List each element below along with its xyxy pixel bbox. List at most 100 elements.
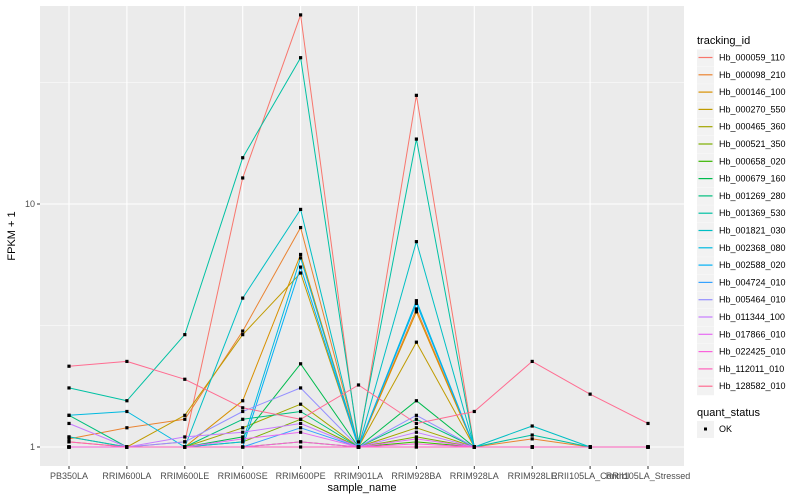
legend-label: Hb_000270_550 (719, 104, 786, 114)
shape-legend-item: OK (697, 421, 732, 438)
data-point (67, 421, 71, 426)
data-point (241, 440, 245, 444)
data-point (67, 364, 71, 368)
data-point (125, 445, 129, 449)
data-point (299, 207, 303, 212)
legend-item: Hb_001821_030 (697, 222, 786, 240)
data-points (67, 13, 650, 449)
legend-item: Hb_001369_530 (697, 205, 786, 223)
legend-label: Hb_001821_030 (719, 226, 786, 236)
legend-label: Hb_001369_530 (719, 208, 786, 218)
data-point (588, 392, 592, 396)
x-tick-label: RRII105LA_Stressed (606, 471, 691, 481)
data-point (241, 176, 245, 180)
legend-label: Hb_011344_100 (719, 312, 785, 322)
x-tick-label: RRIM928BA (391, 471, 441, 481)
data-point (472, 445, 476, 449)
legend-item: Hb_000146_100 (697, 84, 786, 102)
legend-label: Hb_128582_010 (719, 381, 786, 391)
data-point (356, 440, 361, 444)
legend-item: Hb_000059_110 (697, 49, 785, 67)
data-point (646, 421, 650, 426)
legend-item: Hb_000658_020 (697, 153, 786, 171)
y-axis-title: FPKM + 1 (6, 211, 18, 260)
data-point (125, 409, 129, 414)
data-point (299, 402, 303, 406)
data-point (183, 435, 187, 439)
data-point (299, 426, 303, 430)
legend-item: Hb_022425_010 (697, 343, 786, 361)
data-point (299, 265, 303, 269)
legend-item: Hb_128582_010 (697, 378, 786, 396)
shape-legend-key-point (704, 427, 707, 431)
legend-item: Hb_112011_010 (697, 360, 784, 378)
legend-label: Hb_000465_360 (719, 122, 786, 132)
legend-item: Hb_000521_350 (697, 136, 786, 153)
data-point (183, 377, 187, 381)
x-tick-label: RRIM901LA (334, 471, 383, 481)
data-point (356, 383, 361, 387)
legend: tracking_id Hb_000059_110 Hb_000098_210 Hb… (697, 35, 786, 438)
data-point (241, 329, 245, 333)
data-point (530, 359, 534, 364)
data-point (414, 430, 418, 434)
legend-label: Hb_000679_160 (719, 174, 786, 184)
y-tick-label: 10 (25, 199, 35, 209)
data-point (646, 445, 650, 449)
legend-label: Hb_001269_280 (719, 191, 786, 201)
legend-label: Hb_022425_010 (719, 347, 786, 357)
data-point (299, 421, 303, 426)
data-point (414, 417, 418, 421)
data-point (414, 301, 418, 305)
legend-label: Hb_000521_350 (719, 139, 786, 149)
data-point (299, 409, 303, 414)
data-point (414, 421, 418, 426)
legend-label: Hb_000146_100 (719, 87, 786, 97)
x-tick-label: RRIM600SE (218, 471, 268, 481)
x-tick-label: RRIM600LA (102, 471, 151, 481)
data-point (356, 445, 361, 449)
data-point (299, 56, 303, 60)
panel-background (40, 6, 684, 466)
data-point (241, 399, 245, 403)
data-point (241, 333, 245, 337)
data-point (183, 440, 187, 444)
legend-label: Hb_004724_010 (719, 277, 786, 287)
data-point (414, 435, 418, 439)
data-point (67, 437, 71, 441)
data-point (241, 409, 245, 414)
data-point (183, 417, 187, 421)
data-point (299, 362, 303, 366)
data-point (299, 225, 303, 230)
shape-legend-title: quant_status (697, 407, 760, 419)
x-tick-label: RRIM600LE (160, 471, 209, 481)
data-point (299, 440, 303, 444)
data-point (125, 359, 129, 364)
x-tick-label: RRIM928LE (508, 471, 557, 481)
data-point (414, 442, 418, 446)
data-point (299, 386, 303, 390)
legend-label: Hb_005464_010 (719, 295, 786, 305)
data-point (414, 426, 418, 430)
legend-item: Hb_002368_080 (697, 239, 786, 257)
legend-label: Hb_000098_210 (719, 70, 786, 80)
legend-label: Hb_000059_110 (719, 53, 785, 63)
data-point (241, 435, 245, 439)
data-point (414, 299, 418, 303)
legend-item: Hb_000098_210 (697, 66, 786, 84)
data-point (67, 435, 71, 439)
data-point (67, 386, 71, 390)
data-point (414, 437, 418, 441)
x-tick-label: PB350LA (50, 471, 88, 481)
legend-item: Hb_005464_010 (697, 291, 786, 309)
data-point (241, 417, 245, 421)
data-point (472, 409, 476, 414)
data-point (299, 271, 303, 275)
data-point (125, 426, 129, 430)
data-point (125, 399, 129, 403)
data-point (183, 445, 187, 449)
x-tick-label: RRIM928LA (450, 471, 499, 481)
data-point (241, 296, 245, 300)
data-point (299, 417, 303, 421)
